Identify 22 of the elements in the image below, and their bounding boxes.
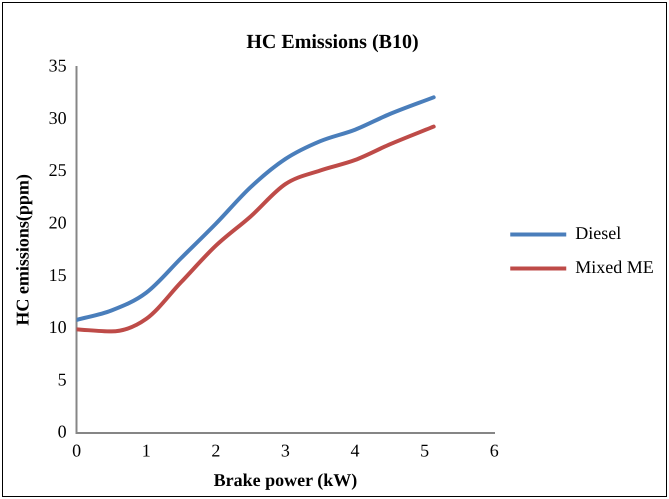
- x-tick-label: 2: [211, 440, 220, 460]
- x-tick-label: 1: [142, 440, 151, 460]
- x-tick-label: 6: [490, 440, 499, 460]
- line-series: [76, 124, 436, 334]
- x-tick-label: 5: [420, 440, 430, 460]
- x-tick-label: 0: [72, 440, 82, 460]
- x-axis-title: Brake power (kW): [214, 470, 358, 490]
- y-tick-label: 15: [48, 264, 67, 285]
- y-tick-label: 35: [48, 56, 67, 76]
- y-tick-label: 25: [48, 160, 67, 180]
- y-tick-label: 30: [48, 108, 67, 128]
- y-tick-label: 20: [48, 212, 67, 233]
- y-tick-label: 0: [58, 422, 67, 442]
- legend-label: Diesel: [575, 223, 622, 244]
- y-axis-title: HC emissions(ppm): [12, 174, 32, 326]
- y-tick-label: 5: [58, 369, 67, 390]
- line-series: [76, 95, 436, 322]
- legend-label: Mixed ME: [575, 257, 654, 278]
- x-tick-label: 4: [350, 440, 360, 460]
- x-tick-label: 3: [280, 440, 290, 460]
- y-tick-label: 10: [48, 317, 67, 338]
- chart-title: HC Emissions (B10): [246, 31, 419, 54]
